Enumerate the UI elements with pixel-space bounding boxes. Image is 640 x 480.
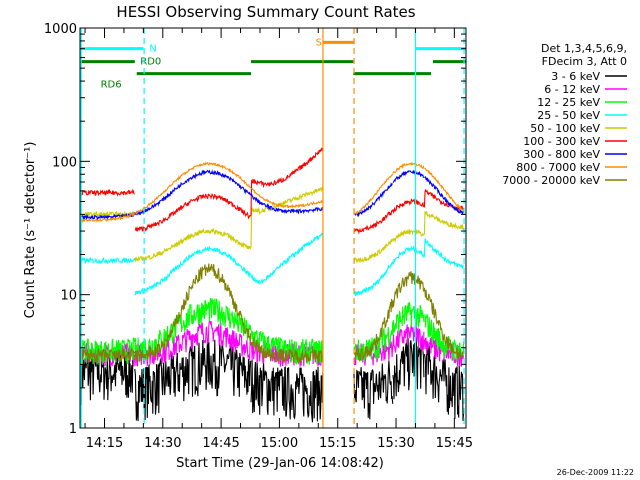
legend-label: 800 - 7000 keV — [516, 161, 600, 174]
legend-header: FDecim 3, Att 0 — [542, 55, 627, 68]
series-line — [81, 169, 464, 221]
chart-title: HESSI Observing Summary Count Rates — [116, 3, 415, 21]
x-tick-label: 15:45 — [436, 436, 473, 451]
footer-date: 26-Dec-2009 11:22 — [557, 468, 634, 477]
y-tick-label: 1 — [69, 422, 77, 437]
series-line — [80, 337, 465, 423]
legend-label: 50 - 100 keV — [530, 122, 600, 135]
y-tick-label: 1000 — [44, 22, 77, 37]
x-axis-title: Start Time (29-Jan-06 14:08:42) — [176, 456, 384, 471]
legend-label: 300 - 800 keV — [523, 148, 600, 161]
axes: 14:15 14:30 14:45 15:00 15:15 15:30 15:45 1 10 10… — [44, 22, 473, 451]
state-band-label: RD0 — [140, 57, 161, 68]
legend-header: Det 1,3,4,5,6,9, — [541, 42, 627, 55]
x-tick-label: 14:45 — [202, 436, 239, 451]
series-line — [80, 147, 464, 235]
legend: Det 1,3,4,5,6,9,FDecim 3, Att 0 3 - 6 keV… — [502, 42, 627, 187]
legend-label: 25 - 50 keV — [537, 109, 600, 122]
state-band-label: N — [149, 44, 156, 55]
series-line — [80, 232, 464, 297]
series-lines — [80, 147, 465, 423]
x-tick-label: 14:15 — [86, 436, 123, 451]
legend-label: 6 - 12 keV — [544, 83, 600, 96]
legend-label: 100 - 300 keV — [523, 135, 600, 148]
x-tick-label: 15:00 — [261, 436, 298, 451]
x-tick-label: 15:15 — [319, 436, 356, 451]
series-line — [81, 161, 464, 224]
state-band-label: S — [316, 37, 322, 48]
legend-label: 12 - 25 keV — [537, 96, 600, 109]
x-tick-label: 14:30 — [144, 436, 181, 451]
y-tick-label: 10 — [60, 289, 77, 304]
series-line — [80, 185, 464, 264]
x-tick-label: 15:30 — [377, 436, 414, 451]
legend-label: 3 - 6 keV — [551, 70, 600, 83]
y-tick-label: 100 — [52, 155, 77, 170]
interval-markers — [80, 28, 465, 428]
legend-label: 7000 - 20000 keV — [502, 174, 600, 187]
series-line — [81, 263, 465, 365]
instrument-state-bands: N RD0 RD6 S — [81, 37, 466, 91]
plot-frame — [79, 27, 467, 429]
state-band-label: RD6 — [101, 80, 122, 91]
y-axis-title: Count Rate (s⁻¹ detector⁻¹) — [23, 142, 38, 319]
